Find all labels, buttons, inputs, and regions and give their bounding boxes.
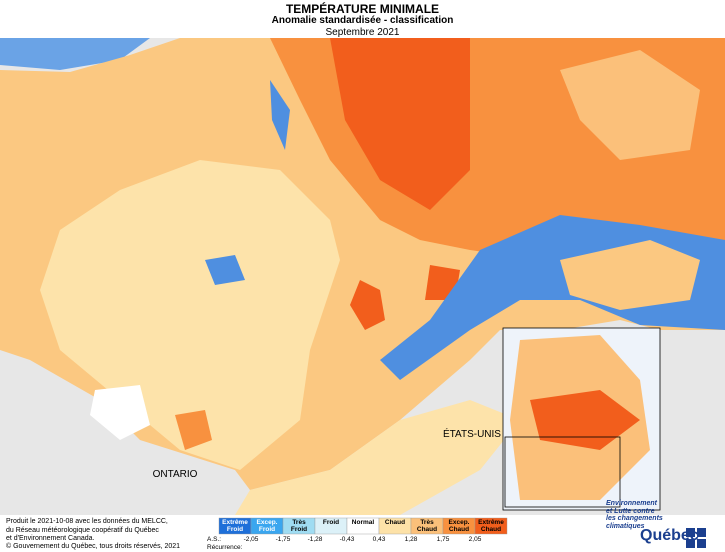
credit-line: du Réseau météorologique coopératif du Q… xyxy=(6,526,159,534)
legend: Extrême Froid Excep. Froid Très Froid Froid Nor… xyxy=(207,517,508,551)
lake xyxy=(270,80,290,150)
subtitle: Anomalie standardisée - classification xyxy=(271,15,454,26)
legend-label: Excep. Chaud xyxy=(449,519,470,533)
inset-zone xyxy=(530,390,640,450)
logo-flag xyxy=(686,539,695,548)
logo-line: et Lutte contre xyxy=(606,507,655,515)
legend-label: Extrême Chaud xyxy=(478,519,504,533)
as-label: A.S.: xyxy=(207,536,221,543)
legend-label: Froid xyxy=(323,519,339,526)
zone-chaud xyxy=(235,400,520,515)
date: Septembre 2021 xyxy=(325,27,400,38)
region-label: ONTARIO xyxy=(153,469,198,480)
logo-text: Environnement et Lutte contre les change… xyxy=(606,500,663,530)
legend-label: Normal xyxy=(352,519,375,526)
gaspesie xyxy=(560,240,700,310)
legend-label: Chaud xyxy=(385,519,405,526)
water xyxy=(0,38,150,70)
threshold: 0,43 xyxy=(373,536,386,543)
region-label: ÉTATS-UNIS xyxy=(443,427,501,440)
logo-flag xyxy=(686,528,695,537)
credits: Produit le 2021-10-08 avec les données d… xyxy=(6,518,168,544)
zone-excep-chaud xyxy=(175,410,212,450)
logo-name: Québec xyxy=(640,527,699,544)
logo-line: les changements xyxy=(606,515,663,522)
inset-frame xyxy=(504,436,621,508)
recurrence-label: Récurrence: xyxy=(207,544,243,551)
logo-flag xyxy=(697,528,706,537)
threshold: 2,05 xyxy=(469,536,482,543)
legend-label: Excep. Froid xyxy=(257,519,278,533)
threshold: 1,75 xyxy=(437,536,450,543)
threshold: -0,43 xyxy=(340,536,355,543)
credit-line: et d'Environnement Canada. xyxy=(6,535,95,542)
zone-normal xyxy=(90,385,150,440)
logo-line: Environnement xyxy=(606,500,657,507)
logo-flag xyxy=(697,539,706,548)
logo-line: climatiques xyxy=(606,522,645,530)
zone-extreme-chaud xyxy=(330,38,470,210)
threshold: -1,75 xyxy=(276,536,291,543)
lake xyxy=(205,255,245,285)
copyright: © Gouvernement du Québec, tous droits ré… xyxy=(6,543,181,550)
zone-tres-chaud xyxy=(560,50,700,160)
legend-label: Très Froid xyxy=(291,519,307,533)
legend-label: Extrême Froid xyxy=(222,519,248,533)
credit-line: Produit le 2021-10-08 avec les données d… xyxy=(6,518,168,525)
threshold: -2,05 xyxy=(244,536,259,543)
legend-swatch xyxy=(474,517,508,535)
threshold: -1,28 xyxy=(308,536,323,543)
zone-extreme-chaud xyxy=(350,280,385,330)
title: TEMPÉRATURE MINIMALE xyxy=(285,2,440,16)
threshold: 1,28 xyxy=(405,536,418,543)
legend-label: Très Chaud xyxy=(417,519,437,533)
